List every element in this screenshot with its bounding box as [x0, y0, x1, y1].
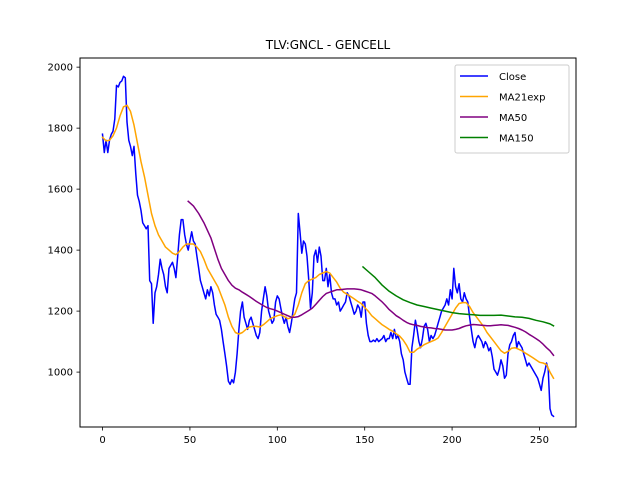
x-axis: 0 50 100 150 200 250 — [99, 427, 549, 446]
x-tick-label: 0 — [99, 435, 105, 446]
series-line-ma21exp — [101, 104, 555, 380]
legend-box — [454, 64, 570, 154]
x-tick-label: 150 — [355, 435, 374, 446]
x-tick-label: 200 — [443, 435, 462, 446]
x-tick-label: 250 — [530, 435, 549, 446]
y-tick-label: 1600 — [48, 185, 73, 196]
x-tick-label: 50 — [184, 435, 197, 446]
legend-label-close: Close — [499, 72, 526, 83]
chart-title: TLV:GNCL - GENCELL — [265, 38, 391, 52]
y-tick-label: 1400 — [48, 246, 73, 257]
y-tick-label: 1800 — [48, 124, 73, 135]
y-axis: 1000 1200 1400 1600 1800 2000 — [48, 63, 80, 379]
series-line-ma150 — [361, 265, 555, 327]
y-tick-label: 1200 — [48, 307, 73, 318]
y-tick-label: 1000 — [48, 368, 73, 379]
x-tick-label: 100 — [268, 435, 287, 446]
legend: Close MA21exp MA50 MA150 — [454, 64, 570, 154]
series-line-ma50 — [187, 200, 555, 357]
plot-area — [101, 75, 555, 418]
legend-label-ma50: MA50 — [499, 113, 527, 124]
y-tick-label: 2000 — [48, 63, 73, 74]
series-line-close — [101, 75, 555, 418]
legend-label-ma21exp: MA21exp — [499, 93, 545, 104]
axes-frame — [79, 57, 577, 428]
legend-label-ma150: MA150 — [499, 134, 534, 145]
